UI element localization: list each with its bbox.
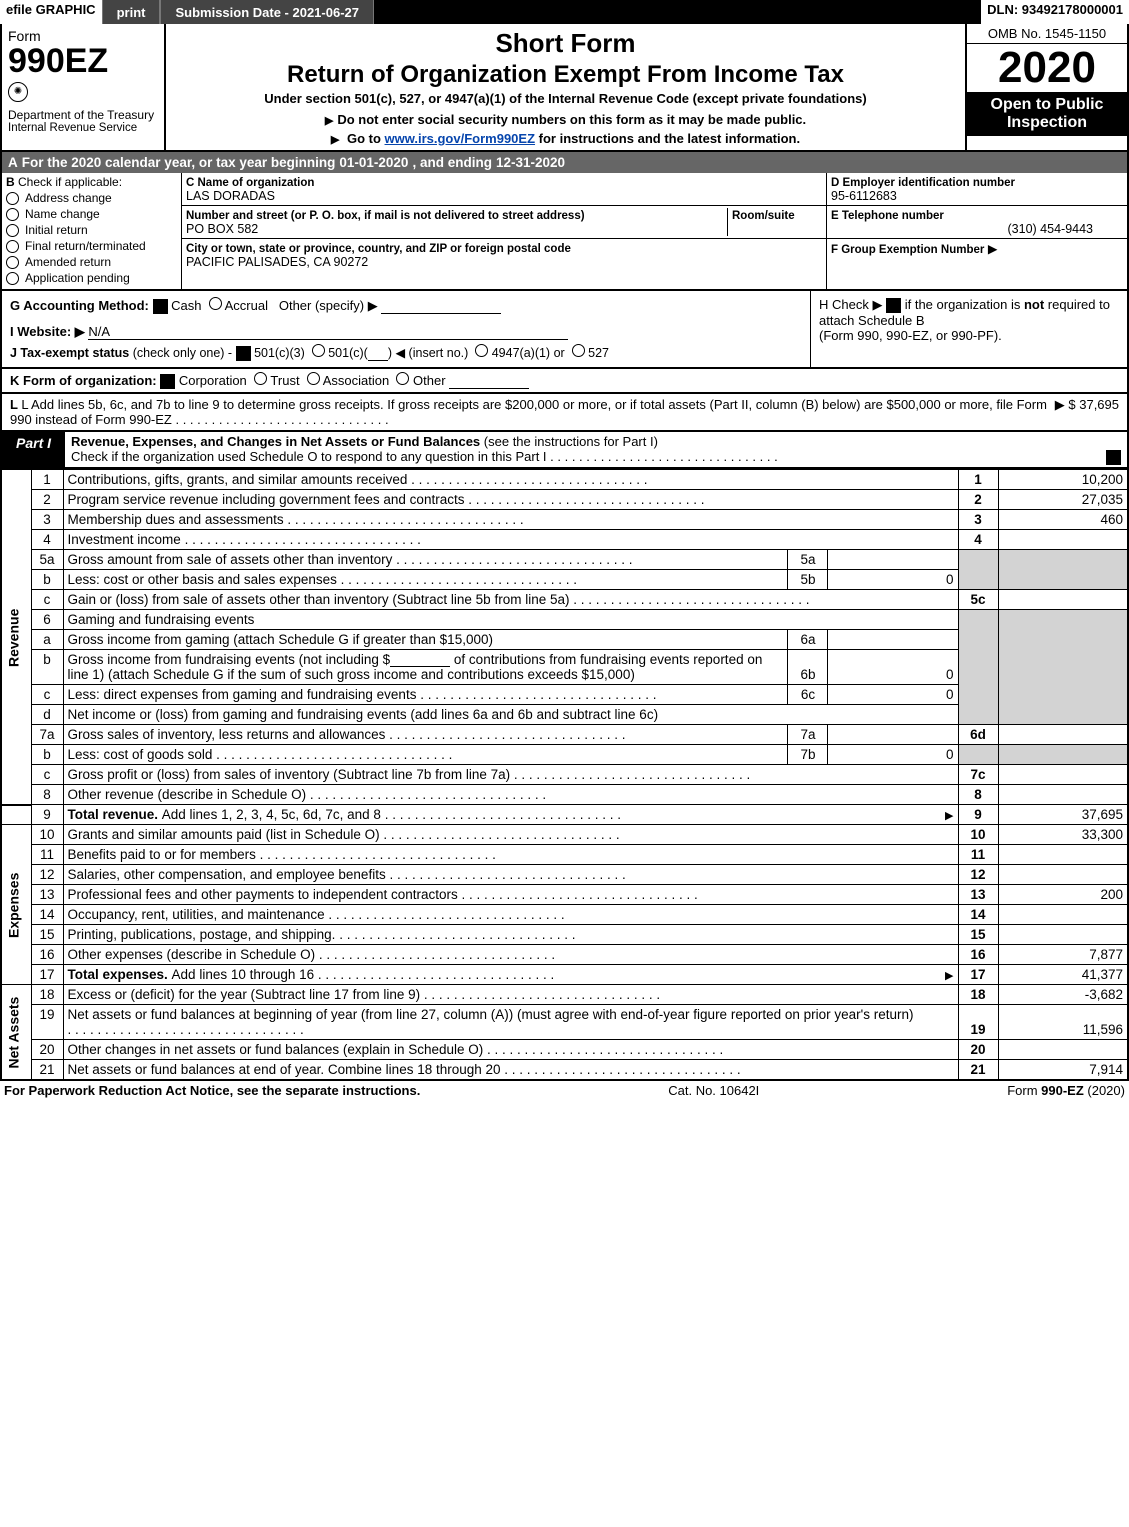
header-left: Form 990EZ ✺ Department of the Treasury … bbox=[2, 24, 166, 150]
line-18-value: -3,682 bbox=[998, 985, 1128, 1005]
status-501c3-checkbox[interactable] bbox=[236, 346, 251, 361]
header-middle: Short Form Return of Organization Exempt… bbox=[166, 24, 965, 150]
irs-seal-icon: ✺ bbox=[8, 82, 28, 102]
line-k: K Form of organization: Corporation Trus… bbox=[0, 369, 1129, 394]
irs-form-link[interactable]: www.irs.gov/Form990EZ bbox=[385, 131, 536, 146]
line-3-value: 460 bbox=[998, 510, 1128, 530]
page-footer: For Paperwork Reduction Act Notice, see … bbox=[0, 1081, 1129, 1100]
dept-label: Department of the Treasury bbox=[8, 108, 158, 122]
tax-year: 2020 bbox=[967, 44, 1127, 92]
print-button[interactable]: print bbox=[102, 0, 161, 24]
status-4947-checkbox[interactable] bbox=[475, 344, 488, 357]
status-501c-checkbox[interactable] bbox=[312, 344, 325, 357]
irs-label: Internal Revenue Service bbox=[8, 122, 158, 134]
expenses-section-label: Expenses bbox=[1, 825, 31, 985]
line-j: J Tax-exempt status (check only one) - 5… bbox=[10, 344, 802, 361]
efile-label: efile GRAPHIC bbox=[0, 0, 102, 24]
identity-grid: B Check if applicable: Address change Na… bbox=[0, 173, 1129, 291]
line-1-value: 10,200 bbox=[998, 470, 1128, 490]
line-h: H Check ▶ if the organization is not req… bbox=[811, 291, 1127, 367]
line-16-value: 7,877 bbox=[998, 945, 1128, 965]
line-9-value: 37,695 bbox=[998, 805, 1128, 825]
line-i: I Website: ▶ N/A bbox=[10, 324, 802, 340]
line-6b-value: 0 bbox=[828, 650, 958, 685]
catalog-number: Cat. No. 10642I bbox=[668, 1083, 759, 1098]
line-17-value: 41,377 bbox=[998, 965, 1128, 985]
final-return-checkbox[interactable] bbox=[6, 240, 19, 253]
line-5b-value: 0 bbox=[828, 570, 958, 590]
line-g: G Accounting Method: Cash Accrual Other … bbox=[10, 297, 802, 314]
tax-period-bar: A For the 2020 calendar year, or tax yea… bbox=[0, 152, 1129, 173]
ssn-warning: Do not enter social security numbers on … bbox=[172, 112, 959, 127]
telephone-value: (310) 454-9443 bbox=[831, 222, 1123, 236]
website-value: N/A bbox=[88, 324, 110, 339]
part-1-header: Part I Revenue, Expenses, and Changes in… bbox=[0, 432, 1129, 469]
net-assets-section-label: Net Assets bbox=[1, 985, 31, 1081]
accounting-accrual-checkbox[interactable] bbox=[209, 297, 222, 310]
part-1-tag: Part I bbox=[2, 432, 65, 467]
line-13-value: 200 bbox=[998, 885, 1128, 905]
dln-label: DLN: 93492178000001 bbox=[981, 0, 1129, 24]
org-form-other-checkbox[interactable] bbox=[396, 372, 409, 385]
gross-receipts: $ 37,695 bbox=[1068, 397, 1119, 412]
initial-return-checkbox[interactable] bbox=[6, 224, 19, 237]
ein-value: 95-6112683 bbox=[831, 189, 897, 203]
org-form-trust-checkbox[interactable] bbox=[254, 372, 267, 385]
omb-number: OMB No. 1545-1150 bbox=[967, 24, 1127, 44]
submission-date: Submission Date - 2021-06-27 bbox=[160, 0, 374, 24]
org-address: PO BOX 582 bbox=[186, 222, 258, 236]
box-def: D Employer identification number 95-6112… bbox=[827, 173, 1127, 289]
paperwork-notice: For Paperwork Reduction Act Notice, see … bbox=[4, 1083, 420, 1098]
part-1-table: Revenue 1 Contributions, gifts, grants, … bbox=[0, 469, 1129, 1081]
rows-ghij: G Accounting Method: Cash Accrual Other … bbox=[0, 291, 1129, 369]
form-id-footer: Form 990-EZ (2020) bbox=[1007, 1083, 1125, 1098]
line-l: L L Add lines 5b, 6c, and 7b to line 9 t… bbox=[0, 394, 1129, 432]
topbar: efile GRAPHIC print Submission Date - 20… bbox=[0, 0, 1129, 24]
schedule-o-used-checkbox[interactable] bbox=[1106, 450, 1121, 465]
revenue-section-label: Revenue bbox=[1, 470, 31, 805]
line-19-value: 11,596 bbox=[998, 1005, 1128, 1040]
name-change-checkbox[interactable] bbox=[6, 208, 19, 221]
schedule-b-not-required-checkbox[interactable] bbox=[886, 298, 901, 313]
address-change-checkbox[interactable] bbox=[6, 192, 19, 205]
header-right: OMB No. 1545-1150 2020 Open to Public In… bbox=[965, 24, 1127, 150]
goto-instruction: Go to www.irs.gov/Form990EZ for instruct… bbox=[172, 131, 959, 146]
box-c: C Name of organization LAS DORADAS Numbe… bbox=[182, 173, 827, 289]
org-form-assoc-checkbox[interactable] bbox=[307, 372, 320, 385]
application-pending-checkbox[interactable] bbox=[6, 272, 19, 285]
line-10-value: 33,300 bbox=[998, 825, 1128, 845]
form-header: Form 990EZ ✺ Department of the Treasury … bbox=[0, 24, 1129, 152]
org-city: PACIFIC PALISADES, CA 90272 bbox=[186, 255, 368, 269]
box-b: B Check if applicable: Address change Na… bbox=[2, 173, 182, 289]
amended-return-checkbox[interactable] bbox=[6, 256, 19, 269]
accounting-cash-checkbox[interactable] bbox=[153, 299, 168, 314]
open-to-public: Open to Public Inspection bbox=[967, 92, 1127, 136]
line-7b-value: 0 bbox=[828, 745, 958, 765]
title-main: Return of Organization Exempt From Incom… bbox=[172, 61, 959, 89]
title-subtitle: Under section 501(c), 527, or 4947(a)(1)… bbox=[172, 91, 959, 106]
line-6c-value: 0 bbox=[828, 685, 958, 705]
form-number: 990EZ bbox=[8, 44, 158, 78]
line-2-value: 27,035 bbox=[998, 490, 1128, 510]
line-21-value: 7,914 bbox=[998, 1060, 1128, 1081]
status-527-checkbox[interactable] bbox=[572, 344, 585, 357]
org-name: LAS DORADAS bbox=[186, 189, 275, 203]
title-short-form: Short Form bbox=[172, 28, 959, 59]
org-form-corp-checkbox[interactable] bbox=[160, 374, 175, 389]
